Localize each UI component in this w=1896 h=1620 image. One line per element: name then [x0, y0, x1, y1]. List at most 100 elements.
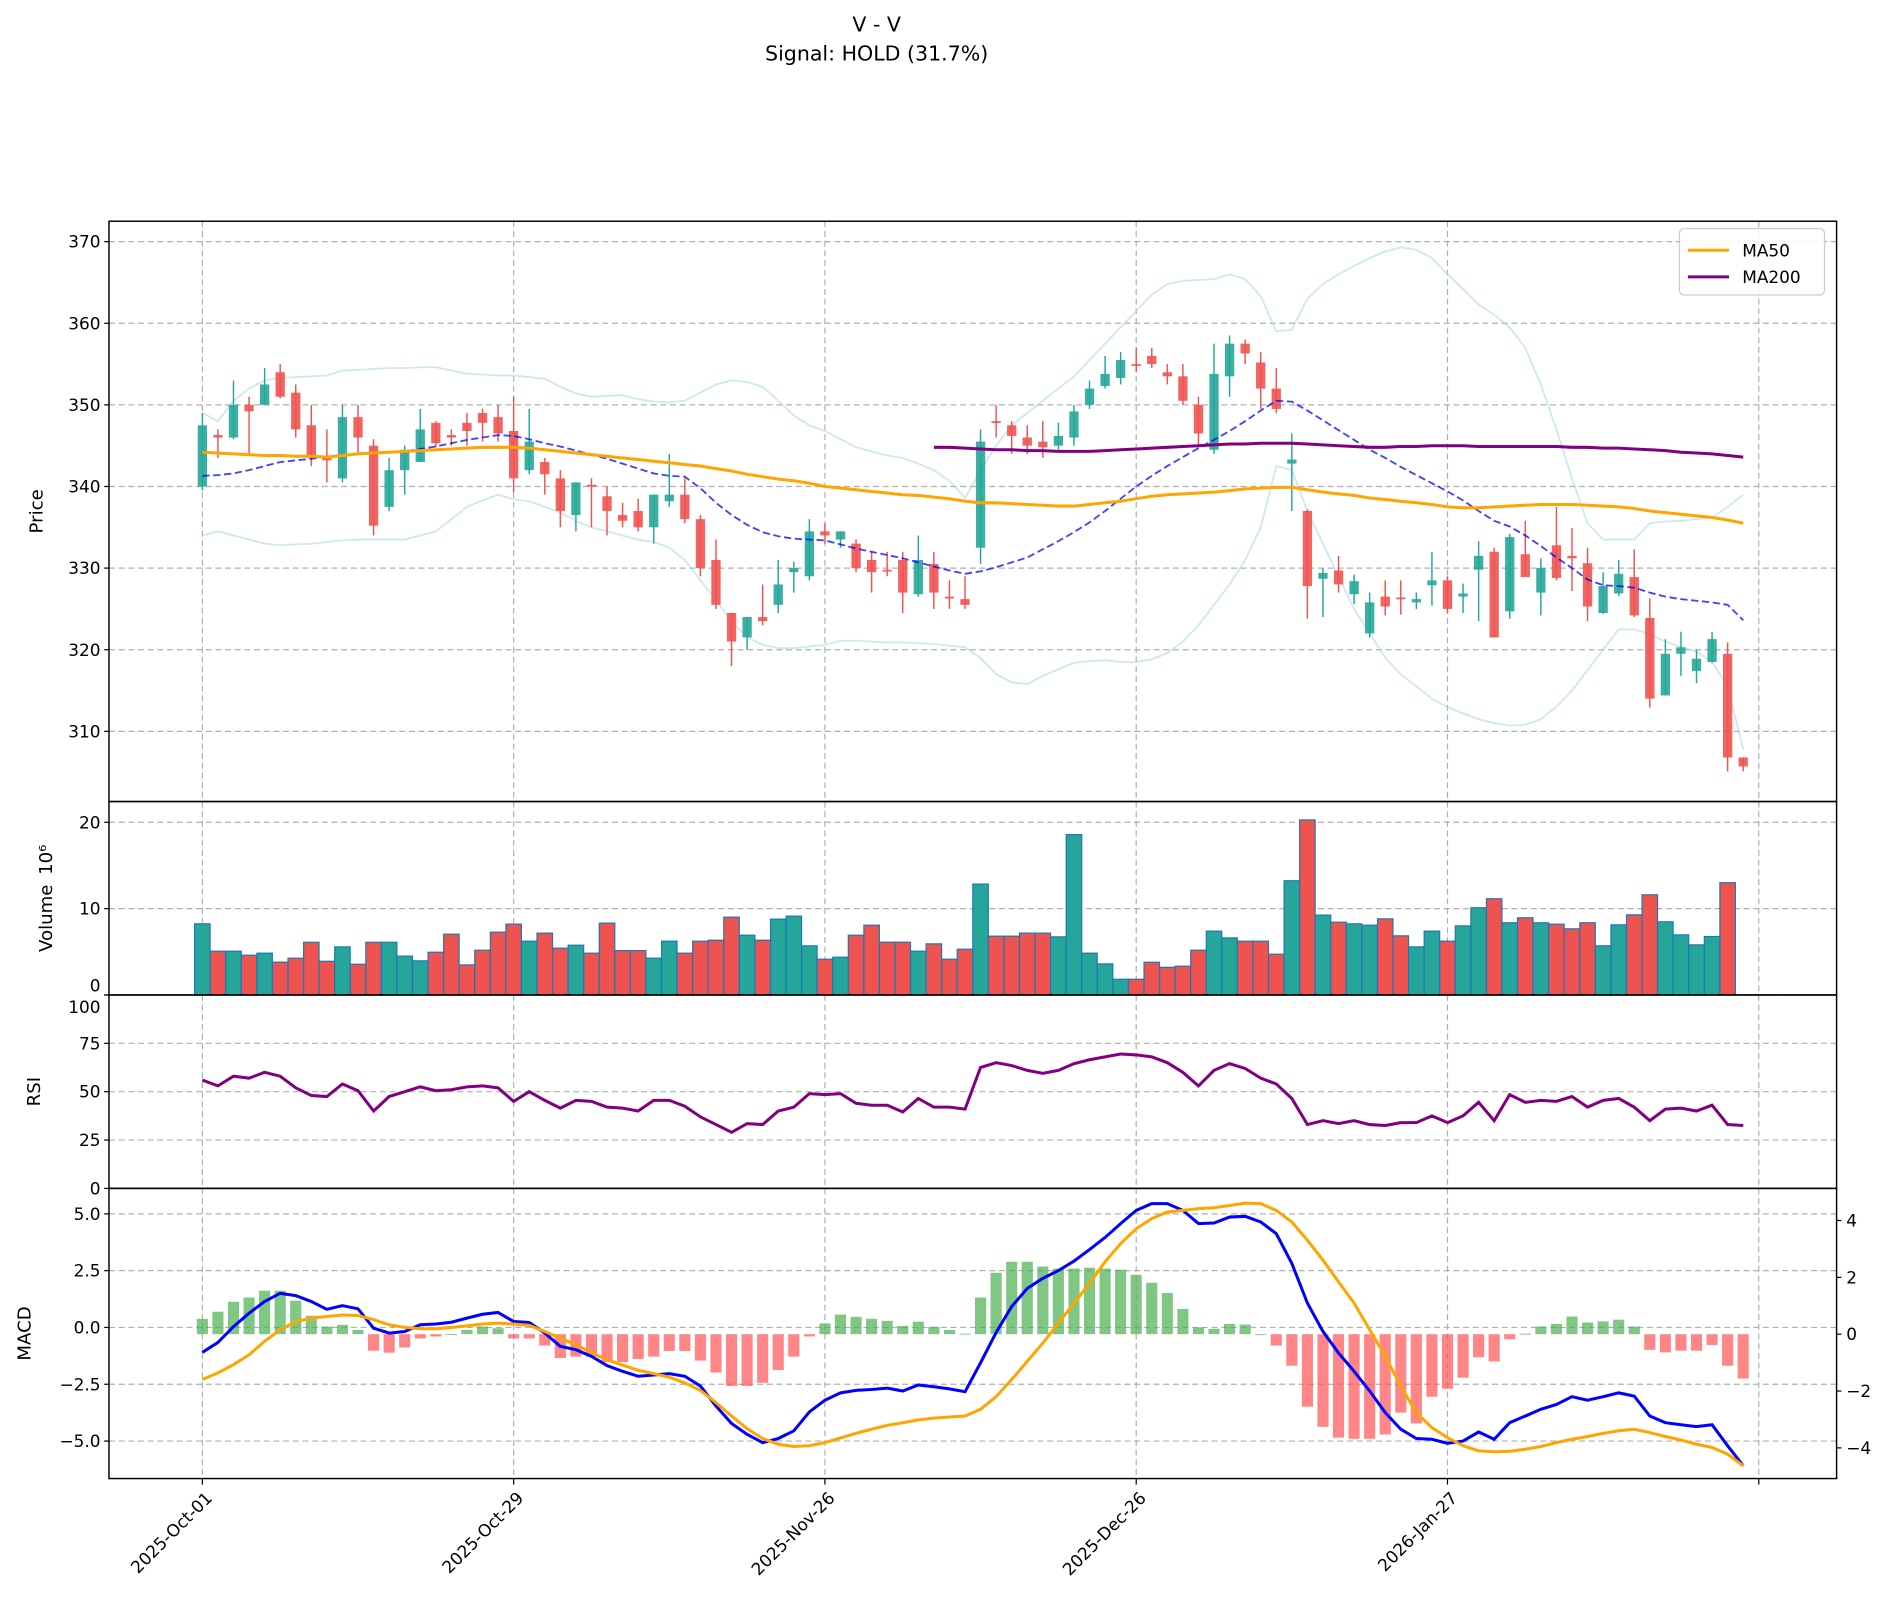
histogram-bar-negative — [1441, 1334, 1454, 1389]
histogram-bar-positive — [196, 1318, 208, 1335]
volume-unit: 10⁶ — [36, 845, 57, 875]
candle-down — [306, 425, 316, 458]
volume-bar — [396, 955, 414, 996]
histogram-bar-negative — [1706, 1334, 1718, 1345]
volume-bar — [1065, 834, 1083, 996]
legend: MA50 MA200 — [1678, 227, 1826, 296]
candle-up — [773, 584, 783, 605]
candle-up — [415, 429, 425, 463]
histogram-bar-positive — [290, 1300, 302, 1335]
candle-down — [633, 510, 643, 528]
volume-bar — [676, 952, 694, 996]
candle-down — [617, 515, 628, 521]
x-tick-label: 2025-Nov-26 — [747, 1488, 838, 1579]
histogram-bar-negative — [430, 1334, 442, 1337]
price-tick-label: 340 — [68, 477, 100, 497]
histogram-bar-positive — [212, 1311, 224, 1335]
candle-down — [1302, 510, 1313, 587]
legend-label-ma200: MA200 — [1742, 267, 1800, 287]
histogram-bar-negative — [694, 1334, 706, 1361]
candle-down — [602, 496, 612, 511]
histogram-bar-negative — [1690, 1334, 1703, 1351]
x-tick-label: 2025-Oct-29 — [438, 1488, 527, 1577]
volume-bar — [1439, 940, 1456, 996]
candle-down — [991, 421, 1001, 424]
histogram-bar-negative — [617, 1334, 629, 1363]
histogram-bar-positive — [1597, 1321, 1609, 1335]
volume-bar — [707, 939, 725, 996]
volume-bar — [878, 941, 896, 996]
candle-down — [711, 559, 721, 605]
histogram-bar-positive — [445, 1333, 457, 1335]
volume-bar — [832, 956, 849, 996]
candle-down — [1271, 388, 1281, 409]
volume-bar — [209, 950, 227, 996]
volume-bar — [1688, 944, 1705, 996]
volume-bar — [1050, 936, 1067, 996]
histogram-bar-negative — [1644, 1334, 1656, 1350]
candle-down — [680, 494, 690, 520]
volume-bar — [1672, 934, 1690, 996]
macd-line — [201, 1202, 1745, 1467]
volume-bar — [894, 941, 912, 996]
price-tick-label: 330 — [68, 558, 100, 578]
candle-up — [1115, 359, 1126, 378]
histogram-bar-positive — [1161, 1292, 1173, 1335]
volume-bar — [598, 922, 616, 996]
volume-bar — [1423, 930, 1441, 996]
volume-tick-label: 0 — [90, 975, 101, 995]
histogram-bar-positive — [1021, 1261, 1033, 1335]
volume-bar — [1236, 940, 1254, 996]
volume-bar — [427, 951, 445, 996]
histogram-bar-positive — [1177, 1308, 1189, 1335]
candle-down — [1380, 596, 1390, 607]
rsi-ylabel: RSI — [24, 1077, 45, 1106]
candle-down — [1240, 343, 1250, 354]
candle-down — [1551, 545, 1562, 578]
histogram-bar-positive — [1550, 1323, 1562, 1335]
candle-up — [1411, 599, 1422, 603]
volume-bar — [1330, 921, 1347, 996]
histogram-bar-negative — [1473, 1334, 1485, 1358]
volume-bar — [909, 950, 927, 996]
macd-tick-label: −5.0 — [59, 1431, 100, 1451]
histogram-bar-negative — [741, 1334, 753, 1386]
x-tick-label: 2026-Jan-27 — [1374, 1488, 1462, 1576]
volume-bar — [629, 949, 647, 996]
candle-up — [1427, 580, 1437, 586]
price-panel — [197, 246, 1748, 772]
histogram-bar-positive — [305, 1315, 317, 1335]
grid-lines — [108, 221, 1837, 1479]
bollinger-lower-line — [202, 464, 1745, 750]
histogram-bar-positive — [259, 1290, 271, 1335]
candle-up — [228, 404, 239, 438]
volume-bar — [536, 932, 554, 996]
volume-bar — [1625, 914, 1643, 996]
histogram-bar-positive — [1255, 1334, 1267, 1336]
volume-bar — [1205, 930, 1223, 996]
candle-up — [664, 494, 674, 502]
candle-down — [944, 596, 955, 599]
candle-up — [975, 441, 986, 548]
histogram-bar-positive — [1566, 1316, 1578, 1335]
histogram-bar-negative — [1379, 1334, 1391, 1435]
volume-bar — [1532, 922, 1550, 996]
axes-frames — [108, 220, 1838, 1480]
histogram-bar-negative — [585, 1334, 598, 1357]
volume-bar — [769, 918, 787, 996]
candle-up — [1536, 568, 1546, 593]
rsi-tick-label: 100 — [68, 997, 100, 1017]
histogram-tick-label: −4 — [1846, 1438, 1871, 1458]
histogram-bar-negative — [1301, 1334, 1313, 1407]
candle-up — [1676, 647, 1686, 654]
candle-down — [508, 430, 519, 479]
bollinger-mid-line — [202, 399, 1744, 621]
histogram-bar-positive — [834, 1314, 847, 1335]
histogram-bar-negative — [679, 1334, 691, 1351]
histogram-bar-negative — [632, 1334, 644, 1359]
candle-up — [524, 441, 534, 471]
candle-down — [555, 478, 565, 511]
histogram-bar-negative — [1737, 1334, 1749, 1379]
volume-bar — [505, 923, 522, 996]
